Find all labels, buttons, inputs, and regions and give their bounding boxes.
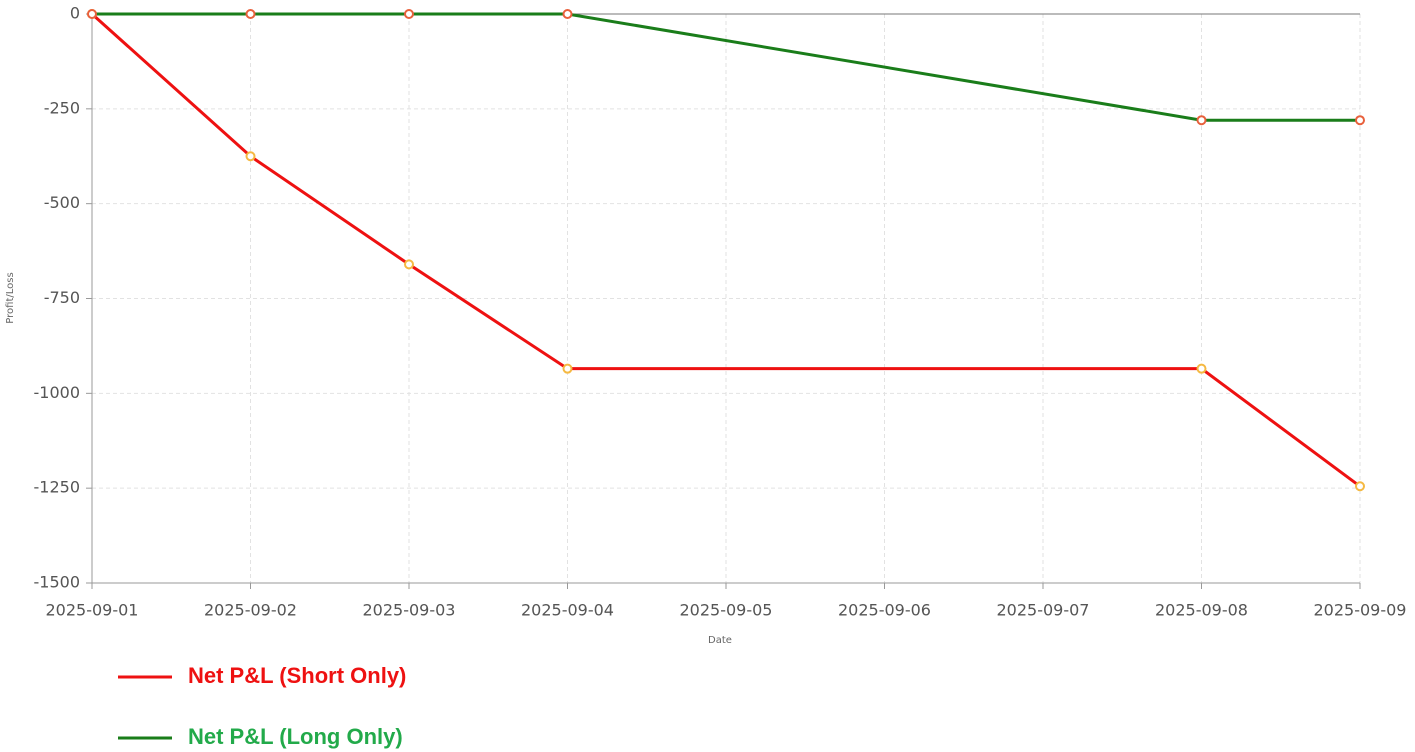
y-tick-label: -750 [44, 288, 80, 307]
point [87, 9, 97, 19]
series-line [90, 12, 1361, 488]
point [404, 259, 414, 270]
y-tick-label: -500 [44, 193, 80, 212]
y-tick-label: -1000 [34, 383, 81, 402]
point [562, 9, 573, 19]
point [1355, 481, 1365, 492]
y-tick-label: -250 [44, 98, 80, 117]
point [404, 9, 414, 19]
point [1196, 363, 1207, 374]
y-tick-label: -1250 [34, 478, 81, 497]
y-tick-label: -1500 [34, 573, 81, 592]
x-tick-label: 2025-09-06 [838, 601, 931, 620]
y-tick-label: 0 [70, 4, 80, 23]
x-tick-label: 2025-09-01 [46, 601, 139, 620]
series-line [92, 12, 1360, 122]
x-tick-label: 2025-09-08 [1155, 601, 1248, 620]
x-tick-label: 2025-09-09 [1314, 601, 1407, 620]
x-tick-label: 2025-09-02 [204, 601, 297, 620]
x-tick-label: 2025-09-04 [521, 601, 614, 620]
point [245, 151, 256, 162]
point [1355, 115, 1365, 126]
x-axis-label: Date [708, 635, 732, 646]
legend-label: Net P&L (Long Only) [188, 724, 403, 749]
legend-label: Net P&L (Short Only) [188, 663, 406, 688]
point [562, 363, 573, 374]
point [1196, 115, 1207, 126]
x-tick-label: 2025-09-07 [997, 601, 1090, 620]
point [245, 9, 256, 19]
x-tick-label: 2025-09-05 [680, 601, 773, 620]
y-axis-label: Profit/Loss [5, 272, 16, 323]
x-tick-label: 2025-09-03 [363, 601, 456, 620]
